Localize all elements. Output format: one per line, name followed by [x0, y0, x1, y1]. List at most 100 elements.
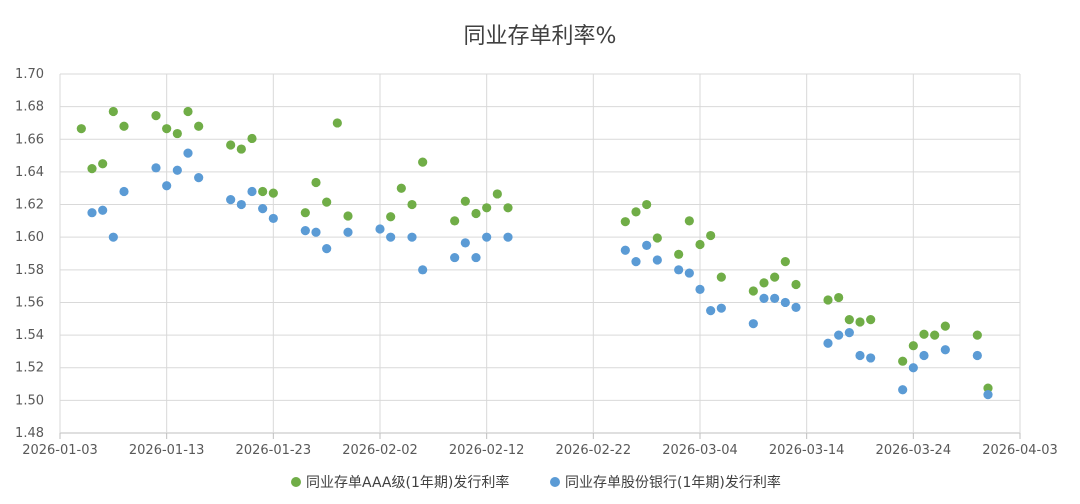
series-2-point: [183, 148, 193, 158]
series-2-point: [620, 245, 630, 255]
series-1-point: [695, 239, 705, 250]
x-tick-label: 2026-01-23: [236, 443, 312, 458]
y-tick-label: 1.48: [15, 426, 44, 441]
x-axis-ticks: 2026-01-03 2026-01-13 2026-01-23 2026-02-02…: [22, 443, 1058, 458]
series-2-point: [898, 385, 908, 395]
series-2-point: [247, 186, 257, 197]
x-tick-label: 2026-02-22: [556, 443, 632, 458]
series-2-point: [748, 319, 758, 329]
series-1-point: [396, 183, 406, 193]
series-1-point: [268, 188, 278, 198]
series-1-point: [908, 341, 918, 351]
series-2-point: [834, 330, 844, 340]
series-2-point: [418, 265, 428, 275]
series-1-point: [492, 189, 502, 199]
series-1-point: [620, 217, 630, 227]
series-1-point: [791, 279, 801, 290]
series-2-point: [855, 350, 865, 361]
series-2-point: [343, 227, 353, 237]
series-1-point: [108, 106, 118, 117]
series-1-point: [866, 314, 876, 325]
series-1-point: [76, 124, 86, 134]
y-tick-label: 1.56: [15, 295, 44, 310]
series-2-point: [386, 232, 396, 242]
series-1-point: [418, 157, 428, 167]
y-tick-label: 1.70: [15, 67, 44, 82]
series-2-point: [844, 328, 854, 338]
series-1-point: [311, 177, 321, 188]
series-1-point: [460, 196, 470, 206]
series-1-point: [322, 197, 332, 207]
y-tick-label: 1.64: [15, 165, 44, 180]
series-2-point: [119, 186, 129, 197]
series-2-point: [226, 195, 236, 205]
series-1-point: [332, 118, 342, 128]
legend-marker-series-1: [291, 477, 301, 487]
series-2-point: [823, 338, 833, 348]
series-1-point: [300, 208, 310, 218]
legend: 同业存单AAA级(1年期)发行利率 同业存单股份银行(1年期)发行利率: [291, 474, 781, 491]
y-tick-label: 1.52: [15, 361, 44, 376]
x-tick-label: 2026-03-14: [769, 443, 845, 458]
series-2-point: [450, 252, 460, 263]
series-2-point: [908, 363, 918, 373]
series-2-point: [695, 284, 705, 294]
legend-label-series-1: 同业存单AAA级(1年期)发行利率: [306, 474, 509, 491]
series-1-point: [898, 356, 908, 366]
series-1-point: [471, 208, 481, 219]
series-1-point: [834, 292, 844, 303]
series-1-point: [162, 124, 172, 134]
series-1-point: [823, 295, 833, 305]
series-1-point: [119, 121, 129, 131]
series-2-point: [642, 240, 652, 250]
legend-marker-series-2: [550, 477, 560, 487]
series-1-point: [972, 330, 982, 340]
series-2-point: [258, 204, 268, 214]
y-tick-label: 1.62: [15, 198, 44, 213]
series-2-point: [503, 232, 513, 242]
series-1-point: [247, 133, 257, 144]
x-tick-label: 2026-01-13: [129, 443, 205, 458]
series-2-point: [98, 205, 108, 215]
y-tick-label: 1.54: [15, 328, 44, 343]
y-tick-label: 1.50: [15, 393, 44, 408]
series-2-point: [108, 232, 118, 242]
series-2-point: [983, 390, 993, 400]
series-2-point: [674, 265, 684, 275]
y-tick-label: 1.58: [15, 263, 44, 278]
series-1-point: [748, 286, 758, 296]
series-1-point: [482, 203, 492, 213]
series-2-point: [759, 293, 769, 303]
series-1-point: [194, 121, 204, 131]
series-2-point: [460, 238, 470, 248]
series-2-point: [172, 165, 182, 175]
series-2-point: [407, 232, 417, 242]
series-2-point: [684, 268, 694, 278]
series-1-point: [844, 314, 854, 325]
series-2-point: [87, 208, 97, 218]
series-1-point: [652, 233, 662, 243]
series-1-point: [258, 186, 268, 197]
x-tick-label: 2026-02-12: [449, 443, 525, 458]
y-tick-label: 1.60: [15, 230, 44, 245]
series-2-point: [919, 350, 929, 361]
x-tick-label: 2026-04-03: [982, 443, 1058, 458]
series-1-point: [450, 216, 460, 226]
chart-title: 同业存单利率%: [464, 24, 617, 49]
series-2-point: [866, 353, 876, 363]
x-tick-label: 2026-03-24: [876, 443, 952, 458]
series-2-point: [300, 226, 310, 236]
series-2-point: [151, 163, 161, 173]
series-2-point: [162, 181, 172, 191]
x-tick-label: 2026-01-03: [22, 443, 98, 458]
y-axis-ticks: 1.48 1.50 1.52 1.54 1.56 1.58 1.60 1.62 1.64 1.66…: [15, 67, 44, 441]
series-1-point: [172, 128, 182, 139]
series-2-point: [706, 306, 716, 316]
series-1-point: [855, 317, 865, 327]
series-1-point: [706, 230, 716, 241]
series-1-point: [386, 212, 396, 222]
series-1-point: [503, 203, 513, 213]
y-tick-label: 1.66: [15, 132, 44, 147]
